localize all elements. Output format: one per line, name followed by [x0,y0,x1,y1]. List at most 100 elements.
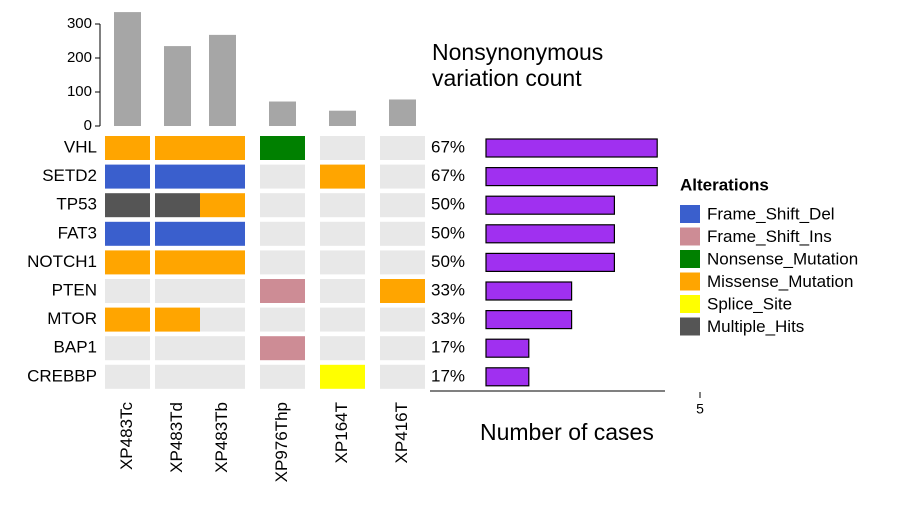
cell [260,279,305,303]
legend-swatch [680,250,700,268]
cell [320,221,365,246]
legend-title: Alterations [680,175,769,194]
bar [114,12,141,127]
bar [329,110,356,126]
y-tick-label: 100 [67,83,92,100]
gene-label: TP53 [56,195,97,214]
cell [380,193,425,218]
percent-label: 67% [431,166,465,185]
cell [320,193,365,218]
legend-swatch [680,295,700,313]
case-bar [485,252,615,272]
percent-label: 50% [431,252,465,271]
cell [380,221,425,246]
cell [320,336,365,361]
cell [320,307,365,332]
sample-label: XP483Tb [212,402,231,473]
legend-swatch [680,317,700,336]
cell [320,364,365,389]
case-bar [485,195,615,215]
case-bar [485,224,615,244]
legend-swatch [680,227,700,246]
gene-label: FAT3 [58,223,97,242]
y-tick-label: 300 [67,15,92,32]
gene-label: BAP1 [54,338,97,357]
legend-label: Nonsense_Mutation [707,249,858,268]
sample-label: XP164T [332,402,351,463]
cell [155,250,200,275]
cell [105,250,150,275]
cell [200,307,245,332]
cell [105,307,150,332]
gene-label: PTEN [52,280,97,299]
chart-title: Nonsynonymous [432,39,603,65]
bar [269,101,296,126]
legend-label: Missense_Mutation [707,272,853,291]
cell [155,193,200,218]
cell [260,364,305,389]
cell [260,336,305,361]
cell [155,221,200,246]
cell [105,164,150,189]
case-bar [485,310,573,330]
cell [200,136,245,160]
cell [380,336,425,361]
cell [105,336,150,361]
cell [200,279,245,303]
percent-label: 17% [431,366,465,385]
percent-label: 67% [431,137,465,156]
cell [320,164,365,189]
gene-label: NOTCH1 [27,252,97,271]
cell [380,136,425,160]
cell [380,364,425,389]
bar [164,46,191,126]
gene-label: CREBBP [27,366,97,385]
sample-label: XP483Tc [117,402,136,471]
bar [209,34,236,126]
legend-swatch [680,272,700,291]
cell [200,164,245,189]
percent-label: 50% [431,223,465,242]
percent-label: 17% [431,338,465,357]
percent-label: 33% [431,309,465,328]
cell [105,279,150,303]
cell [105,364,150,389]
x-tick-label: 5 [696,401,704,417]
y-tick-label: 200 [67,49,92,66]
cell [260,307,305,332]
sample-label: XP483Td [167,402,186,473]
case-bar [485,367,530,387]
cell [380,279,425,303]
cell [320,279,365,303]
chart-title: variation count [432,65,582,91]
cell [200,250,245,275]
cell [260,164,305,189]
cell [105,221,150,246]
y-tick-label: 0 [84,117,92,134]
cell [200,336,245,361]
cell [155,164,200,189]
sample-label: XP416T [392,402,411,463]
legend-label: Splice_Site [707,294,792,313]
case-bar [485,338,530,358]
legend-swatch [680,205,700,223]
case-bar [485,281,573,301]
bar [389,99,416,126]
cell [260,136,305,160]
percent-label: 33% [431,280,465,299]
cell [155,307,200,332]
cell [380,164,425,189]
cell [260,193,305,218]
cell [260,250,305,275]
legend-label: Frame_Shift_Del [707,204,835,223]
legend-label: Multiple_Hits [707,317,804,336]
cell [105,193,150,218]
cell [155,364,200,389]
cell [155,279,200,303]
cell [320,136,365,160]
legend-label: Frame_Shift_Ins [707,227,832,246]
gene-label: SETD2 [42,166,97,185]
cell [380,250,425,275]
cell [200,193,245,218]
